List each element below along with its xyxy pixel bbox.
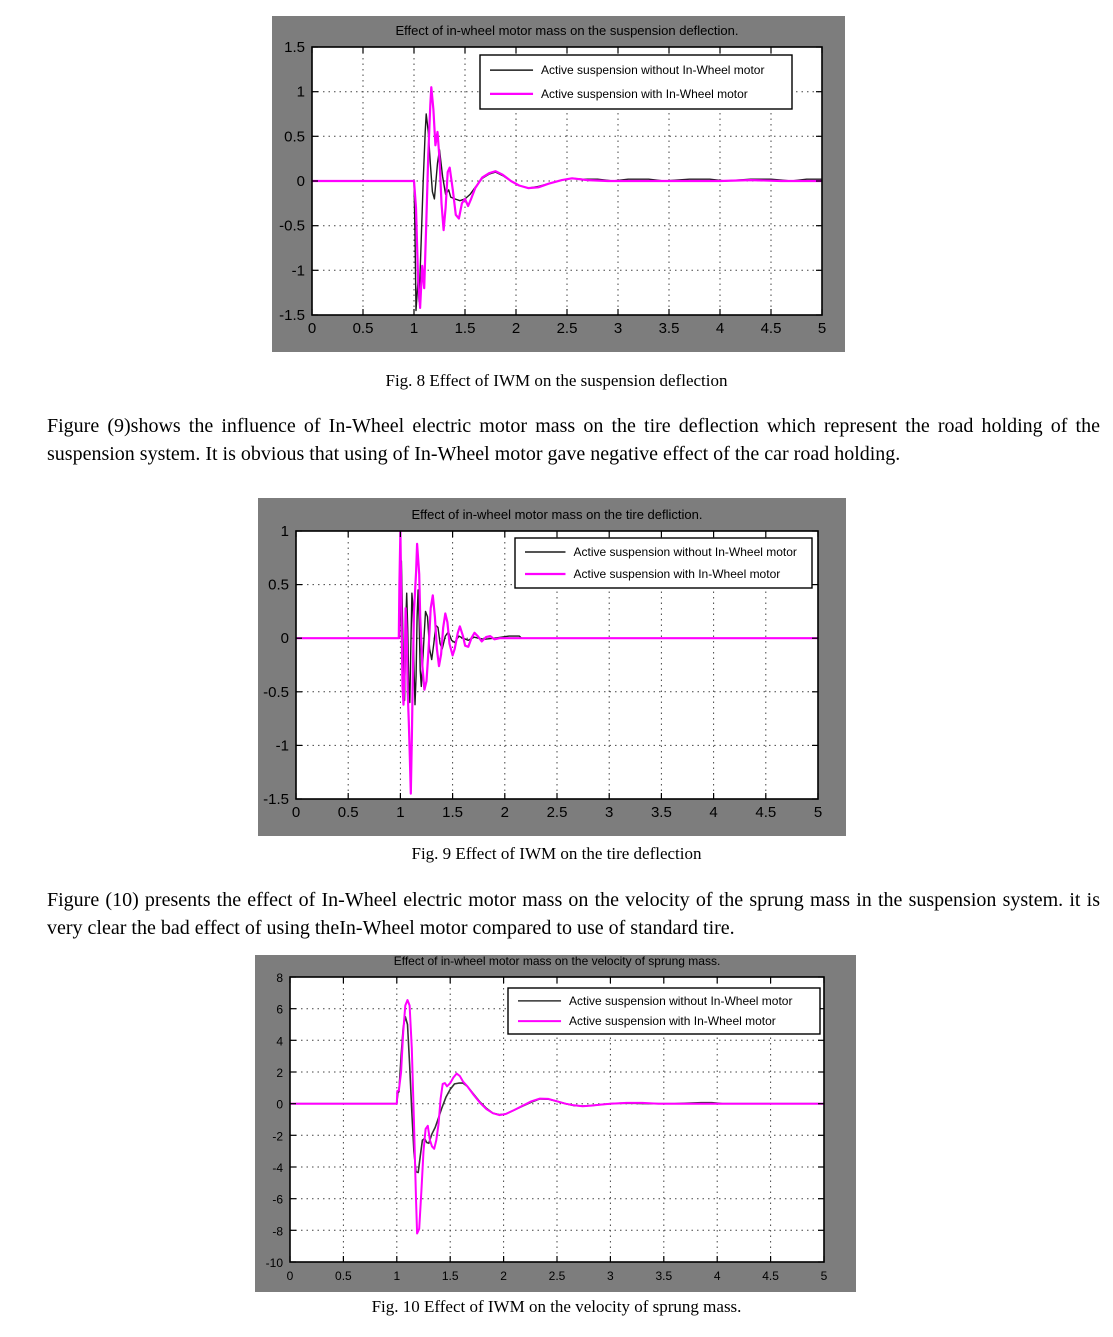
svg-text:6: 6: [276, 1003, 283, 1017]
x-axis-tick-labels: 0 0.5 1 1.5 2 2.5 3 3.5 4 4.5 5: [292, 804, 822, 821]
svg-text:0.5: 0.5: [335, 1269, 352, 1283]
legend-box: [507, 987, 821, 1035]
series-group: [290, 999, 824, 1235]
svg-text:2: 2: [500, 1269, 507, 1283]
fig8-caption: Fig. 8 Effect of IWM on the suspension d…: [385, 371, 728, 390]
y-axis-tick-labels: 1.5 1 0.5 0 -0.5 -1 -1.5: [279, 39, 305, 324]
svg-text:1: 1: [393, 1269, 400, 1283]
svg-text:-8: -8: [272, 1224, 283, 1238]
svg-text:0.5: 0.5: [284, 128, 305, 145]
tick-marks: [289, 976, 825, 1263]
fig10-sprung-mass-velocity-chart: 0 0.5 1 1.5 2 2.5 3 3.5 4 4.5 5 8 6 4 2 0 -2 -4 -6 -8 -10 Eff…: [255, 954, 856, 1292]
svg-text:1.5: 1.5: [442, 804, 463, 821]
series-with-in-wheel-motor-line: [290, 999, 824, 1235]
svg-text:1: 1: [396, 804, 404, 821]
chart-canvas: 0 0.5 1 1.5 2 2.5 3 3.5 4 4.5 5 1.5 1 0.5 0 -0.5 -1 -1.5 E…: [279, 23, 826, 337]
chart-canvas: 0 0.5 1 1.5 2 2.5 3 3.5 4 4.5 5 8 6 4 2 0 -2 -4 -6 -8 -10 Eff…: [266, 954, 828, 1283]
legend-entry-label: Active suspension with In-Wheel motor: [573, 567, 780, 581]
x-axis-tick-labels: 0 0.5 1 1.5 2 2.5 3 3.5 4 4.5 5: [308, 320, 826, 337]
svg-text:1: 1: [410, 320, 418, 337]
svg-text:5: 5: [818, 320, 826, 337]
svg-text:1: 1: [281, 523, 289, 540]
svg-text:-0.5: -0.5: [263, 684, 289, 701]
chart-title: Effect of in-wheel motor mass on the sus…: [395, 23, 738, 38]
chart-canvas: 0 0.5 1 1.5 2 2.5 3 3.5 4 4.5 5 1 0.5 0 -0.5 -1 -1.5 Effe…: [263, 507, 822, 821]
svg-text:0.5: 0.5: [353, 320, 374, 337]
svg-text:2: 2: [512, 320, 520, 337]
svg-text:4.5: 4.5: [755, 804, 776, 821]
series-without-in-wheel-motor-line: [296, 560, 818, 706]
svg-text:2: 2: [276, 1066, 283, 1080]
svg-text:2.5: 2.5: [557, 320, 578, 337]
svg-text:-10: -10: [266, 1256, 284, 1270]
svg-text:2: 2: [501, 804, 509, 821]
svg-text:5: 5: [814, 804, 822, 821]
svg-text:-1: -1: [276, 737, 289, 754]
series-group: [296, 531, 818, 795]
chart-legend: Active suspension without In-Wheel motor…: [507, 987, 821, 1035]
legend-entry-label: Active suspension without In-Wheel motor: [573, 545, 796, 559]
chart-legend: Active suspension without In-Wheel motor…: [514, 537, 813, 589]
fig9-caption: Fig. 9 Effect of IWM on the tire deflect…: [411, 844, 702, 863]
svg-text:5: 5: [821, 1269, 828, 1283]
chart-title: Effect of in-wheel motor mass on the tir…: [412, 507, 703, 522]
legend-entry-label: Active suspension with In-Wheel motor: [541, 87, 748, 101]
legend-entry-label: Active suspension without In-Wheel motor: [569, 994, 792, 1008]
chart-legend: Active suspension without In-Wheel motor…: [479, 54, 793, 110]
svg-text:0: 0: [297, 173, 305, 190]
y-axis-tick-labels: 8 6 4 2 0 -2 -4 -6 -8 -10: [266, 971, 284, 1270]
svg-text:1: 1: [297, 84, 305, 101]
svg-text:3: 3: [607, 1269, 614, 1283]
svg-text:-1.5: -1.5: [279, 307, 305, 324]
fig8-suspension-deflection-chart: 0 0.5 1 1.5 2 2.5 3 3.5 4 4.5 5 1.5 1 0.5 0 -0.5 -1 -1.5 E…: [272, 16, 845, 352]
svg-text:8: 8: [276, 971, 283, 985]
svg-text:0: 0: [287, 1269, 294, 1283]
svg-text:-6: -6: [272, 1193, 283, 1207]
fig10-caption: Fig. 10 Effect of IWM on the velocity of…: [371, 1297, 742, 1316]
svg-text:0: 0: [276, 1098, 283, 1112]
svg-text:4: 4: [714, 1269, 721, 1283]
legend-box: [479, 54, 793, 110]
svg-text:0.5: 0.5: [268, 577, 289, 594]
svg-text:-2: -2: [272, 1129, 283, 1143]
svg-text:0: 0: [281, 630, 289, 647]
fig9-tire-deflection-chart: 0 0.5 1 1.5 2 2.5 3 3.5 4 4.5 5 1 0.5 0 -0.5 -1 -1.5 Effe…: [258, 498, 846, 836]
svg-text:0.5: 0.5: [338, 804, 359, 821]
x-axis-tick-labels: 0 0.5 1 1.5 2 2.5 3 3.5 4 4.5 5: [287, 1269, 828, 1283]
legend-box: [514, 537, 813, 589]
svg-text:3.5: 3.5: [651, 804, 672, 821]
paragraph-fig10-intro: Figure (10) presents the effect of In-Wh…: [47, 889, 1100, 939]
svg-text:1.5: 1.5: [284, 39, 305, 56]
svg-text:-1.5: -1.5: [263, 791, 289, 808]
tick-marks: [311, 46, 823, 316]
svg-text:1.5: 1.5: [455, 320, 476, 337]
svg-text:0: 0: [308, 320, 316, 337]
paragraph-fig9-intro: Figure (9)shows the influence of In-Whee…: [47, 415, 1100, 465]
svg-text:4: 4: [716, 320, 724, 337]
legend-entry-label: Active suspension without In-Wheel motor: [541, 63, 764, 77]
svg-text:4.5: 4.5: [761, 320, 782, 337]
series-with-in-wheel-motor-line: [296, 531, 818, 795]
series-with-in-wheel-motor-line: [312, 86, 822, 309]
svg-text:1.5: 1.5: [442, 1269, 459, 1283]
svg-text:3.5: 3.5: [659, 320, 680, 337]
svg-text:4.5: 4.5: [762, 1269, 779, 1283]
svg-text:-4: -4: [272, 1161, 283, 1175]
svg-text:3.5: 3.5: [655, 1269, 672, 1283]
svg-text:4: 4: [709, 804, 717, 821]
svg-text:2.5: 2.5: [547, 804, 568, 821]
series-group: [312, 86, 822, 312]
legend-entry-label: Active suspension with In-Wheel motor: [569, 1014, 776, 1028]
svg-text:3: 3: [614, 320, 622, 337]
y-axis-tick-labels: 1 0.5 0 -0.5 -1 -1.5: [263, 523, 289, 808]
svg-text:-1: -1: [292, 262, 305, 279]
tick-marks: [295, 530, 819, 800]
svg-text:-0.5: -0.5: [279, 218, 305, 235]
svg-text:4: 4: [276, 1034, 283, 1048]
svg-text:3: 3: [605, 804, 613, 821]
svg-text:0: 0: [292, 804, 300, 821]
chart-title: Effect of in-wheel motor mass on the vel…: [394, 955, 721, 968]
svg-text:2.5: 2.5: [549, 1269, 566, 1283]
